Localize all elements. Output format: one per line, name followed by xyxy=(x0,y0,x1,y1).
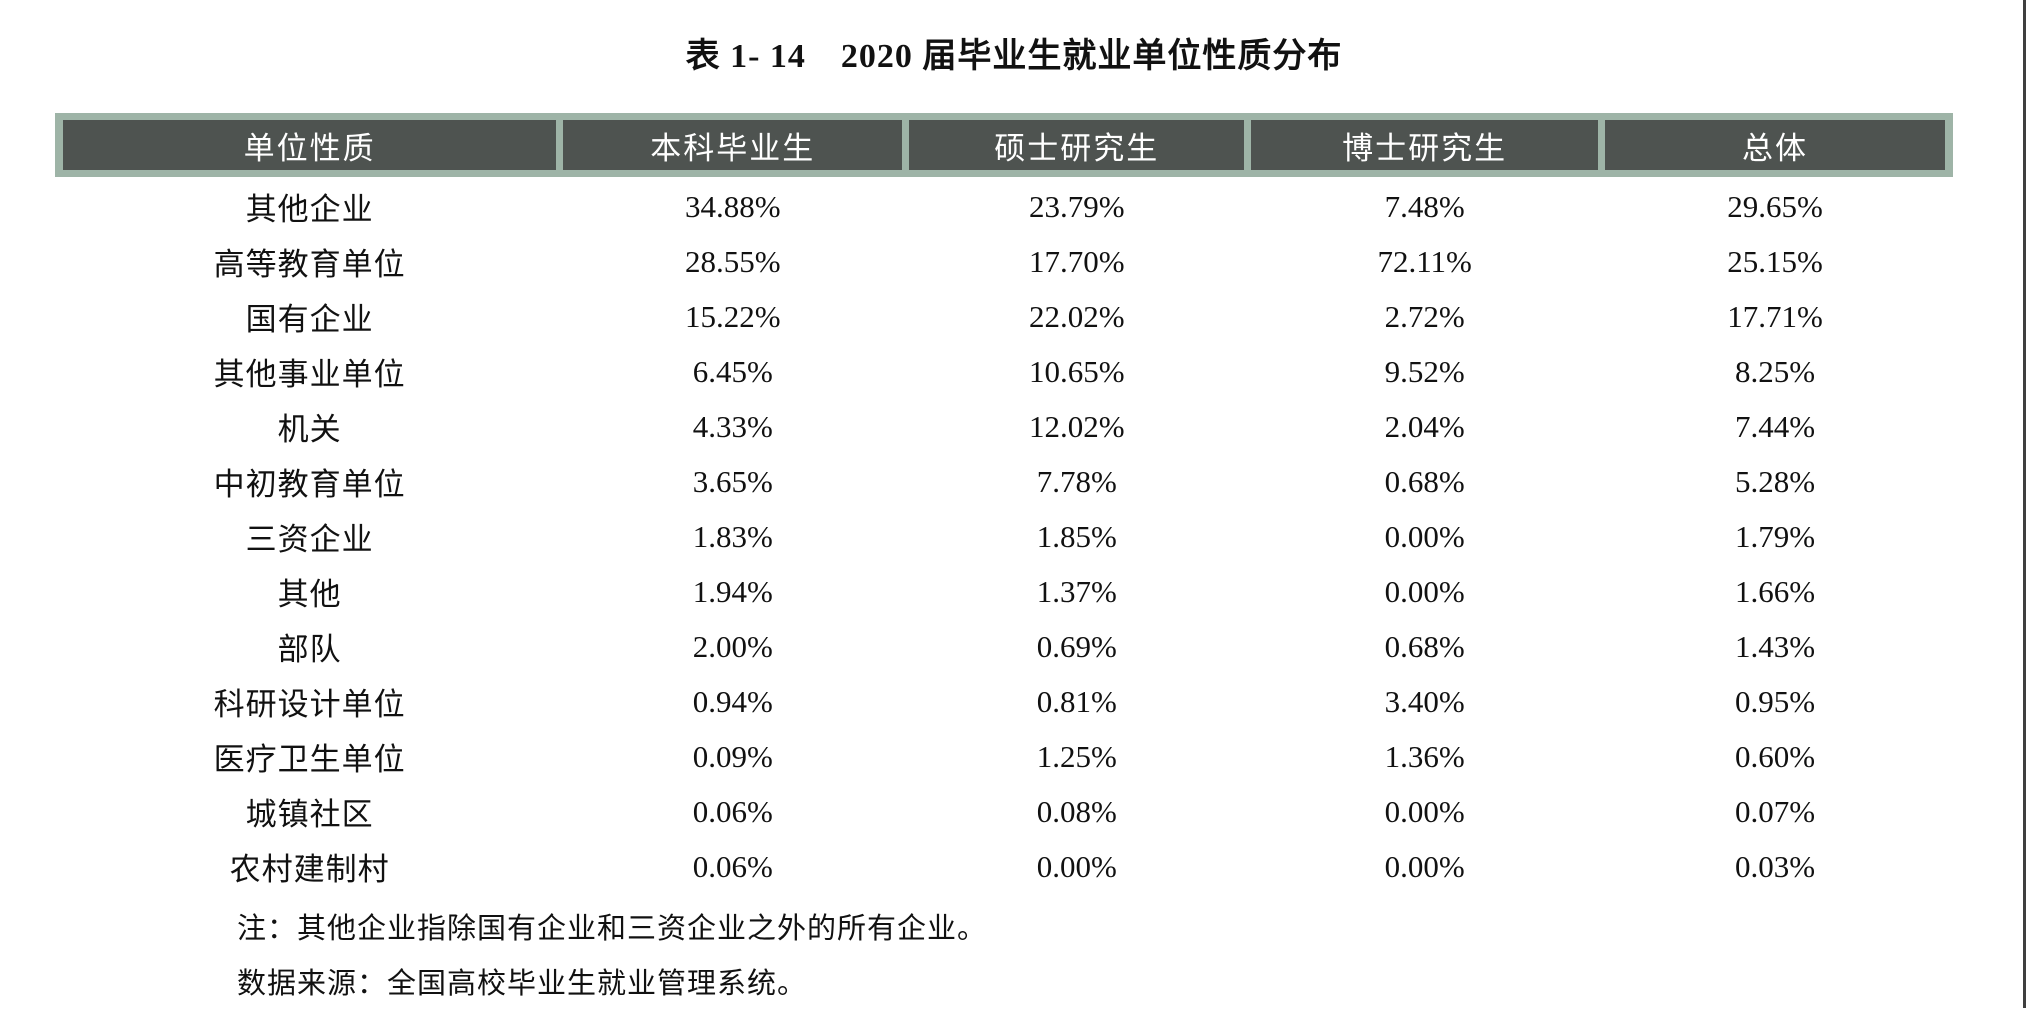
row-value: 3.65% xyxy=(692,463,773,499)
employment-unit-table: 单位性质 本科毕业生 硕士研究生 博士研究生 总体 其他企业 34.88% 23.7… xyxy=(55,113,1953,1012)
row-value: 0.06% xyxy=(692,793,773,829)
row-value: 1.94% xyxy=(692,573,773,609)
row-value: 28.55% xyxy=(684,243,781,279)
row-value: 10.65% xyxy=(1028,353,1125,389)
row-label: 其他企业 xyxy=(245,192,374,227)
row-label: 农村建制村 xyxy=(229,852,390,887)
row-value: 0.69% xyxy=(1036,628,1117,664)
note-data-source: 数据来源：全国高校毕业生就业管理系统。 xyxy=(237,968,808,1000)
table-row: 科研设计单位 0.94% 0.81% 3.40% 0.95% xyxy=(63,674,1945,729)
row-value: 1.66% xyxy=(1734,573,1816,609)
row-value: 2.72% xyxy=(1384,298,1465,334)
row-value: 1.25% xyxy=(1036,738,1117,774)
row-value: 15.22% xyxy=(684,298,781,334)
row-value: 0.03% xyxy=(1734,848,1816,884)
row-label: 高等教育单位 xyxy=(213,247,406,282)
row-value: 4.33% xyxy=(692,408,773,444)
row-value: 6.45% xyxy=(692,353,773,389)
table-row: 其他 1.94% 1.37% 0.00% 1.66% xyxy=(63,564,1945,619)
row-value: 34.88% xyxy=(684,188,781,224)
header-cell-overall: 总体 xyxy=(1605,120,1945,170)
header-cell-doctor: 博士研究生 xyxy=(1251,120,1599,170)
row-value: 2.04% xyxy=(1384,408,1465,444)
row-value: 1.37% xyxy=(1036,573,1117,609)
row-value: 0.68% xyxy=(1384,628,1465,664)
row-value: 8.25% xyxy=(1734,353,1816,389)
header-cell-unit-type: 单位性质 xyxy=(63,120,557,170)
table-row: 农村建制村 0.06% 0.00% 0.00% 0.03% xyxy=(63,839,1945,894)
row-label: 中初教育单位 xyxy=(213,467,406,502)
row-value: 1.43% xyxy=(1734,628,1816,664)
table-row: 城镇社区 0.06% 0.08% 0.00% 0.07% xyxy=(63,784,1945,839)
row-value: 1.83% xyxy=(692,518,773,554)
row-value: 0.09% xyxy=(692,738,773,774)
table-row: 部队 2.00% 0.69% 0.68% 1.43% xyxy=(63,619,1945,674)
row-label: 机关 xyxy=(277,412,342,447)
row-value: 0.06% xyxy=(692,848,773,884)
page-right-edge-line xyxy=(2023,0,2026,1008)
row-value: 3.40% xyxy=(1384,683,1465,719)
row-label: 其他事业单位 xyxy=(213,357,406,392)
table-notes: 注：其他企业指除国有企业和三资企业之外的所有企业。 数据来源：全国高校毕业生就业… xyxy=(237,902,1953,1012)
row-value: 0.60% xyxy=(1734,738,1816,774)
table-row: 国有企业 15.22% 22.02% 2.72% 17.71% xyxy=(63,289,1945,344)
row-label: 医疗卫生单位 xyxy=(213,742,406,777)
table-row: 高等教育单位 28.55% 17.70% 72.11% 25.15% xyxy=(63,234,1945,289)
row-value: 0.81% xyxy=(1036,683,1117,719)
row-value: 1.79% xyxy=(1734,518,1816,554)
row-value: 72.11% xyxy=(1377,243,1472,279)
row-value: 1.36% xyxy=(1384,738,1465,774)
table-row: 其他事业单位 6.45% 10.65% 9.52% 8.25% xyxy=(63,344,1945,399)
row-label: 其他 xyxy=(277,577,342,612)
row-value: 0.68% xyxy=(1384,463,1465,499)
note-definition: 注：其他企业指除国有企业和三资企业之外的所有企业。 xyxy=(237,913,988,945)
table-row: 其他企业 34.88% 23.79% 7.48% 29.65% xyxy=(63,179,1945,234)
row-value: 0.08% xyxy=(1036,793,1117,829)
row-label: 国有企业 xyxy=(245,302,374,337)
row-value: 7.44% xyxy=(1734,408,1816,444)
page-title: 表 1- 14 2020 届毕业生就业单位性质分布 xyxy=(685,38,1343,75)
row-value: 17.71% xyxy=(1727,298,1823,334)
row-value: 2.00% xyxy=(692,628,773,664)
row-value: 25.15% xyxy=(1727,243,1823,279)
row-value: 0.00% xyxy=(1384,518,1465,554)
row-value: 12.02% xyxy=(1028,408,1125,444)
header-cell-master: 硕士研究生 xyxy=(909,120,1245,170)
table-header-row: 单位性质 本科毕业生 硕士研究生 博士研究生 总体 xyxy=(55,113,1953,177)
table-row: 三资企业 1.83% 1.85% 0.00% 1.79% xyxy=(63,509,1945,564)
row-value: 0.94% xyxy=(692,683,773,719)
row-value: 7.78% xyxy=(1036,463,1117,499)
row-value: 0.00% xyxy=(1384,848,1465,884)
header-cell-bachelor: 本科毕业生 xyxy=(563,120,903,170)
table-row: 中初教育单位 3.65% 7.78% 0.68% 5.28% xyxy=(63,454,1945,509)
table-row: 医疗卫生单位 0.09% 1.25% 1.36% 0.60% xyxy=(63,729,1945,784)
row-value: 5.28% xyxy=(1734,463,1816,499)
row-label: 科研设计单位 xyxy=(213,687,406,722)
row-value: 0.00% xyxy=(1384,793,1465,829)
row-value: 7.48% xyxy=(1384,188,1465,224)
row-label: 三资企业 xyxy=(245,522,374,557)
row-value: 0.00% xyxy=(1384,573,1465,609)
row-value: 0.95% xyxy=(1734,683,1816,719)
table-body: 其他企业 34.88% 23.79% 7.48% 29.65% 高等教育单位 28.55% 1… xyxy=(55,177,1953,894)
row-value: 1.85% xyxy=(1036,518,1117,554)
row-value: 17.70% xyxy=(1028,243,1125,279)
row-value: 0.00% xyxy=(1036,848,1117,884)
row-value: 29.65% xyxy=(1727,188,1823,224)
row-label: 部队 xyxy=(277,632,342,667)
row-value: 0.07% xyxy=(1734,793,1816,829)
table-row: 机关 4.33% 12.02% 2.04% 7.44% xyxy=(63,399,1945,454)
row-value: 23.79% xyxy=(1028,188,1125,224)
row-label: 城镇社区 xyxy=(245,797,374,832)
row-value: 9.52% xyxy=(1384,353,1465,389)
row-value: 22.02% xyxy=(1028,298,1125,334)
